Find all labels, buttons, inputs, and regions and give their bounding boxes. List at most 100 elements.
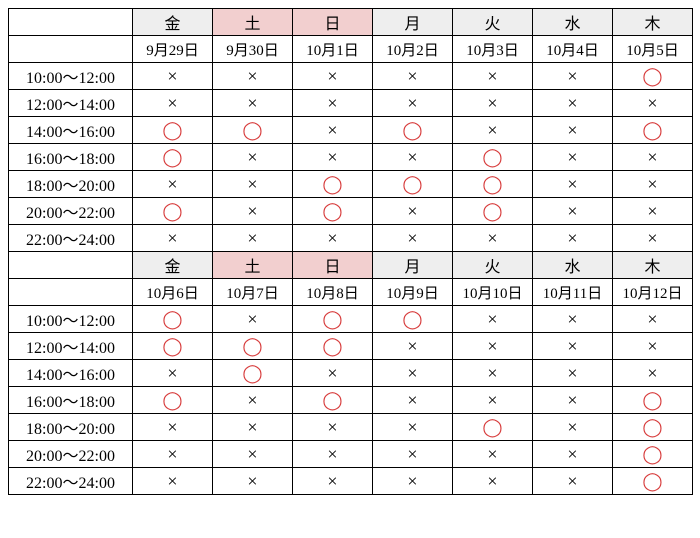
date-header: 10月7日 (213, 279, 293, 306)
date-header: 10月9日 (373, 279, 453, 306)
unavailable-mark: × (213, 171, 293, 198)
unavailable-mark: × (453, 441, 533, 468)
unavailable-mark: × (533, 144, 613, 171)
blank-corner (9, 279, 133, 306)
unavailable-mark: × (373, 414, 453, 441)
unavailable-mark: × (373, 333, 453, 360)
available-mark: ◯ (293, 171, 373, 198)
unavailable-mark: × (533, 225, 613, 252)
blank-corner (9, 36, 133, 63)
day-of-week-header: 水 (533, 9, 613, 36)
day-of-week-header: 火 (453, 252, 533, 279)
time-slot-label: 10:00～12:00 (9, 306, 133, 333)
available-mark: ◯ (133, 387, 213, 414)
unavailable-mark: × (373, 387, 453, 414)
date-header: 10月11日 (533, 279, 613, 306)
unavailable-mark: × (613, 198, 693, 225)
available-mark: ◯ (133, 306, 213, 333)
unavailable-mark: × (533, 360, 613, 387)
day-of-week-header: 月 (373, 252, 453, 279)
date-header: 10月12日 (613, 279, 693, 306)
unavailable-mark: × (133, 63, 213, 90)
unavailable-mark: × (533, 90, 613, 117)
unavailable-mark: × (133, 414, 213, 441)
unavailable-mark: × (293, 414, 373, 441)
available-mark: ◯ (373, 306, 453, 333)
time-slot-label: 20:00～22:00 (9, 441, 133, 468)
day-of-week-header: 日 (293, 9, 373, 36)
day-of-week-header: 土 (213, 252, 293, 279)
unavailable-mark: × (533, 333, 613, 360)
date-header: 10月6日 (133, 279, 213, 306)
unavailable-mark: × (373, 360, 453, 387)
unavailable-mark: × (293, 117, 373, 144)
unavailable-mark: × (213, 387, 293, 414)
unavailable-mark: × (533, 441, 613, 468)
unavailable-mark: × (453, 333, 533, 360)
unavailable-mark: × (453, 387, 533, 414)
blank-corner (9, 9, 133, 36)
available-mark: ◯ (133, 117, 213, 144)
day-of-week-header: 土 (213, 9, 293, 36)
date-header: 10月5日 (613, 36, 693, 63)
unavailable-mark: × (613, 333, 693, 360)
unavailable-mark: × (533, 306, 613, 333)
unavailable-mark: × (213, 414, 293, 441)
date-header: 10月8日 (293, 279, 373, 306)
day-of-week-header: 水 (533, 252, 613, 279)
date-header: 10月10日 (453, 279, 533, 306)
unavailable-mark: × (293, 360, 373, 387)
available-mark: ◯ (213, 360, 293, 387)
unavailable-mark: × (533, 198, 613, 225)
time-slot-label: 20:00～22:00 (9, 198, 133, 225)
time-slot-label: 16:00～18:00 (9, 144, 133, 171)
unavailable-mark: × (453, 63, 533, 90)
time-slot-label: 14:00～16:00 (9, 360, 133, 387)
unavailable-mark: × (453, 90, 533, 117)
time-slot-label: 12:00～14:00 (9, 90, 133, 117)
available-mark: ◯ (453, 198, 533, 225)
day-of-week-header: 日 (293, 252, 373, 279)
available-mark: ◯ (293, 306, 373, 333)
unavailable-mark: × (533, 63, 613, 90)
available-mark: ◯ (613, 117, 693, 144)
time-slot-label: 10:00～12:00 (9, 63, 133, 90)
unavailable-mark: × (133, 171, 213, 198)
unavailable-mark: × (373, 63, 453, 90)
time-slot-label: 18:00～20:00 (9, 171, 133, 198)
unavailable-mark: × (213, 90, 293, 117)
unavailable-mark: × (453, 360, 533, 387)
unavailable-mark: × (613, 144, 693, 171)
time-slot-label: 22:00～24:00 (9, 225, 133, 252)
unavailable-mark: × (213, 468, 293, 495)
available-mark: ◯ (373, 117, 453, 144)
unavailable-mark: × (373, 441, 453, 468)
available-mark: ◯ (213, 333, 293, 360)
date-header: 10月3日 (453, 36, 533, 63)
unavailable-mark: × (613, 90, 693, 117)
available-mark: ◯ (293, 198, 373, 225)
unavailable-mark: × (453, 117, 533, 144)
day-of-week-header: 木 (613, 252, 693, 279)
date-header: 9月30日 (213, 36, 293, 63)
available-mark: ◯ (613, 441, 693, 468)
time-slot-label: 18:00～20:00 (9, 414, 133, 441)
unavailable-mark: × (453, 225, 533, 252)
date-header: 9月29日 (133, 36, 213, 63)
unavailable-mark: × (533, 468, 613, 495)
unavailable-mark: × (613, 306, 693, 333)
unavailable-mark: × (453, 468, 533, 495)
date-header: 10月4日 (533, 36, 613, 63)
unavailable-mark: × (613, 225, 693, 252)
unavailable-mark: × (373, 90, 453, 117)
unavailable-mark: × (613, 360, 693, 387)
available-mark: ◯ (613, 387, 693, 414)
unavailable-mark: × (293, 441, 373, 468)
available-mark: ◯ (293, 387, 373, 414)
unavailable-mark: × (133, 90, 213, 117)
blank-corner (9, 252, 133, 279)
unavailable-mark: × (213, 63, 293, 90)
unavailable-mark: × (293, 144, 373, 171)
unavailable-mark: × (213, 441, 293, 468)
unavailable-mark: × (213, 225, 293, 252)
